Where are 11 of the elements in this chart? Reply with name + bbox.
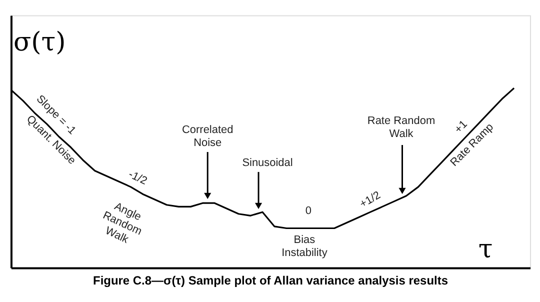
text: Figure C.8—σ(τ) Sample plot of Allan variance analysis results	[93, 274, 448, 288]
annotation: Bias Instability	[282, 234, 328, 259]
y-axis-title: σ(τ)	[13, 28, 66, 58]
annotation: +1/2	[358, 189, 383, 211]
annotation: Rate Random Walk	[367, 115, 436, 140]
annotation: 0	[305, 204, 312, 217]
annotation: -1/2	[126, 168, 149, 188]
annotation: +1	[452, 118, 470, 136]
annotation: Correlated Noise	[182, 124, 234, 149]
x-axis-title: τ	[478, 234, 493, 264]
annotation: Sinusoidal	[242, 156, 293, 169]
